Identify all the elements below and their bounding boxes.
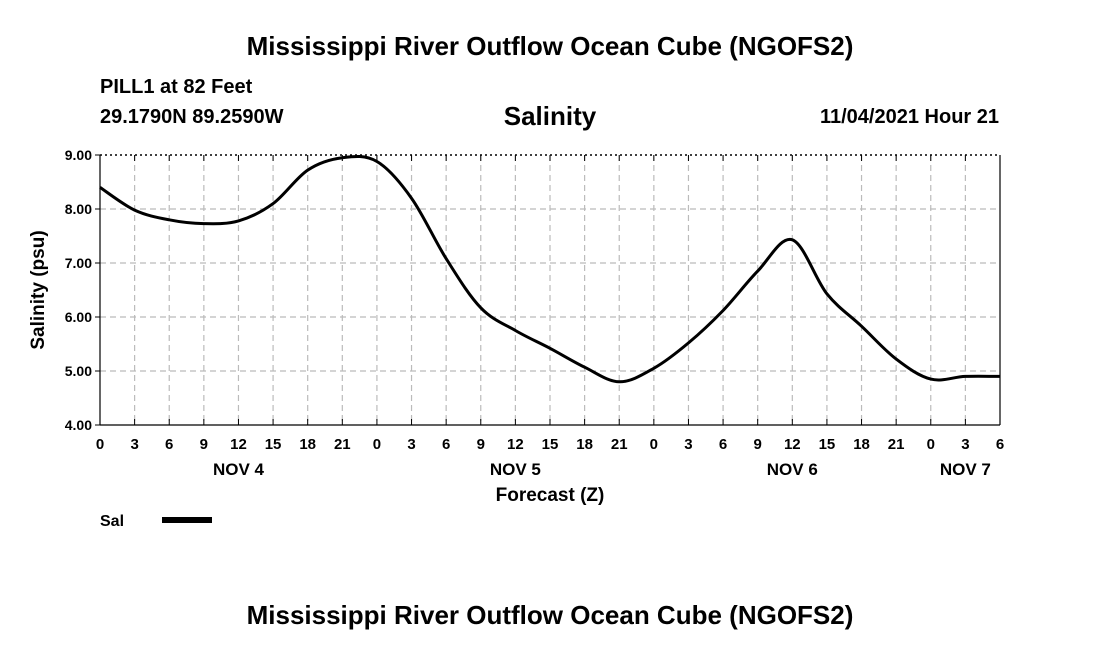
x-tick-label: 15 bbox=[265, 436, 282, 453]
x-tick-label: 9 bbox=[200, 436, 208, 453]
x-tick-label: 6 bbox=[442, 436, 450, 453]
x-tick-label: 0 bbox=[96, 436, 104, 453]
legend-label: Sal bbox=[100, 513, 124, 530]
x-tick-label: 9 bbox=[754, 436, 762, 453]
y-tick-label: 8.00 bbox=[65, 201, 92, 217]
x-axis-title: Forecast (Z) bbox=[496, 485, 605, 506]
x-tick-label: 3 bbox=[684, 436, 692, 453]
x-tick-label: 18 bbox=[299, 436, 316, 453]
y-tick-label: 4.00 bbox=[65, 417, 92, 433]
axis-labels: 0 3 6 9 12 15 18 21 0 3 6 9 12 15 18 21 0 3 6 9 12 15 18 21 0 3 6 4… bbox=[28, 147, 1004, 506]
parameter-title: Salinity bbox=[503, 101, 597, 131]
y-tick-label: 6.00 bbox=[65, 309, 92, 325]
y-axis-title: Salinity (psu) bbox=[28, 230, 49, 349]
x-tick-label: 12 bbox=[784, 436, 801, 453]
day-label: NOV 4 bbox=[213, 460, 265, 479]
x-tick-label: 3 bbox=[407, 436, 415, 453]
legend: Sal bbox=[100, 513, 212, 530]
x-tick-label: 6 bbox=[165, 436, 173, 453]
x-tick-label: 21 bbox=[334, 436, 351, 453]
axes bbox=[95, 154, 1001, 426]
series-line-salinity bbox=[99, 154, 1001, 384]
x-tick-label: 15 bbox=[542, 436, 559, 453]
series-layer bbox=[99, 154, 1001, 384]
x-tick-label: 6 bbox=[719, 436, 727, 453]
x-tick-label: 0 bbox=[373, 436, 381, 453]
timestamp-label: 11/04/2021 Hour 21 bbox=[819, 106, 999, 128]
station-label: PILL1 at 82 Feet bbox=[100, 76, 253, 98]
grid-lines bbox=[100, 155, 1000, 425]
x-tick-label: 3 bbox=[130, 436, 138, 453]
x-tick-label: 21 bbox=[888, 436, 905, 453]
day-label: NOV 5 bbox=[490, 460, 541, 479]
coordinates-label: 29.1790N 89.2590W bbox=[100, 106, 284, 128]
x-tick-label: 18 bbox=[576, 436, 593, 453]
x-tick-label: 0 bbox=[650, 436, 658, 453]
chart-title: Mississippi River Outflow Ocean Cube (NG… bbox=[246, 31, 854, 61]
x-tick-label: 12 bbox=[230, 436, 247, 453]
x-tick-label: 3 bbox=[961, 436, 969, 453]
day-label: NOV 6 bbox=[767, 460, 818, 479]
footer-title: Mississippi River Outflow Ocean Cube (NG… bbox=[246, 600, 854, 630]
x-tick-label: 6 bbox=[996, 436, 1004, 453]
x-tick-label: 18 bbox=[853, 436, 870, 453]
y-tick-label: 5.00 bbox=[65, 363, 92, 379]
x-tick-label: 0 bbox=[927, 436, 935, 453]
x-tick-label: 9 bbox=[477, 436, 485, 453]
x-tick-label: 15 bbox=[819, 436, 836, 453]
x-tick-label: 21 bbox=[611, 436, 628, 453]
day-label: NOV 7 bbox=[940, 460, 991, 479]
y-tick-label: 7.00 bbox=[65, 255, 92, 271]
x-tick-label: 12 bbox=[507, 436, 524, 453]
y-tick-label: 9.00 bbox=[65, 147, 92, 163]
